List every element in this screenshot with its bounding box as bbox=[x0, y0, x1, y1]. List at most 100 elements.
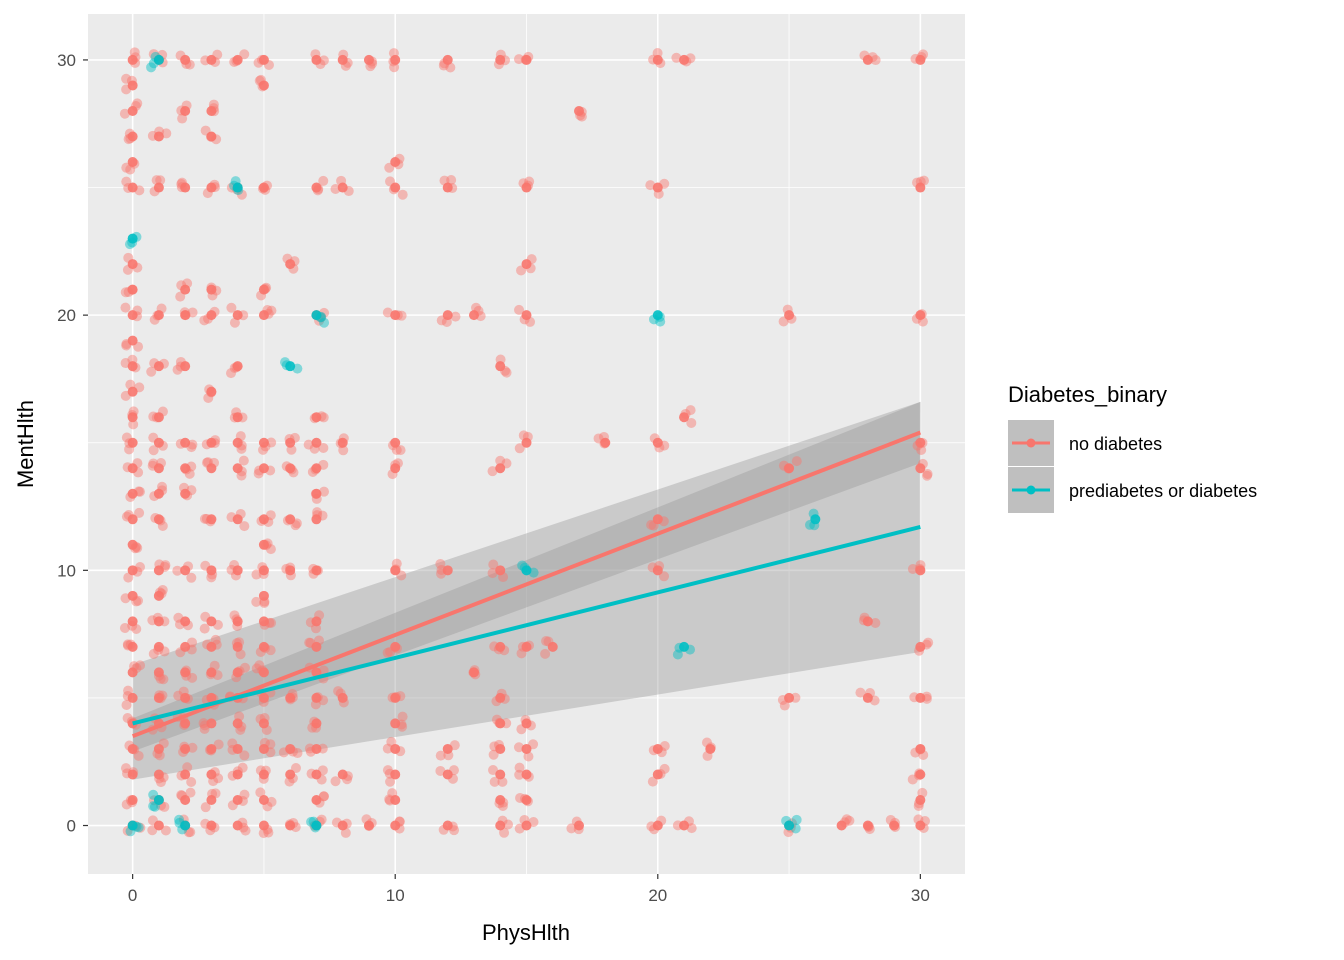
data-point bbox=[206, 463, 217, 474]
data-point bbox=[127, 794, 138, 805]
data-point bbox=[390, 310, 401, 321]
data-point bbox=[311, 743, 322, 754]
data-point bbox=[127, 157, 138, 168]
data-point bbox=[206, 572, 217, 583]
data-point bbox=[180, 820, 191, 831]
data-point bbox=[390, 641, 401, 652]
data-point bbox=[705, 743, 716, 754]
data-point bbox=[135, 822, 146, 833]
data-point bbox=[435, 558, 446, 569]
data-point bbox=[232, 54, 243, 65]
data-point bbox=[574, 105, 585, 116]
data-point bbox=[652, 514, 663, 525]
data-point bbox=[489, 776, 500, 787]
data-point bbox=[679, 820, 690, 831]
data-point bbox=[180, 361, 191, 372]
data-point bbox=[232, 820, 243, 831]
data-point bbox=[180, 565, 191, 576]
data-point bbox=[213, 739, 224, 750]
data-point bbox=[311, 820, 322, 831]
data-point bbox=[445, 62, 456, 73]
legend-label-prediabetes-or-diabetes: prediabetes or diabetes bbox=[1069, 481, 1257, 501]
data-point bbox=[160, 825, 171, 836]
data-point bbox=[199, 315, 210, 326]
data-point bbox=[146, 62, 157, 73]
data-point bbox=[318, 791, 329, 802]
y-tick-label: 20 bbox=[57, 306, 76, 325]
axis-ticks bbox=[83, 59, 921, 879]
data-point bbox=[784, 463, 795, 474]
data-point bbox=[127, 769, 138, 780]
data-point bbox=[153, 310, 164, 321]
data-point bbox=[285, 463, 296, 474]
data-point bbox=[258, 794, 269, 805]
data-point bbox=[127, 463, 138, 474]
x-tick-label: 30 bbox=[911, 886, 930, 905]
data-point bbox=[521, 820, 532, 831]
data-point bbox=[229, 317, 240, 328]
y-tick-label: 0 bbox=[67, 817, 76, 836]
data-point bbox=[232, 412, 243, 423]
data-point bbox=[915, 437, 926, 448]
data-point bbox=[338, 445, 349, 456]
data-point bbox=[127, 284, 138, 295]
data-point bbox=[125, 164, 136, 175]
data-point bbox=[312, 507, 323, 518]
x-tick-labels: 0 10 20 30 bbox=[128, 886, 930, 905]
data-point bbox=[855, 687, 866, 698]
data-point bbox=[652, 310, 663, 321]
data-point bbox=[258, 667, 269, 678]
data-point bbox=[652, 769, 663, 780]
data-point bbox=[514, 769, 525, 780]
data-point bbox=[127, 641, 138, 652]
data-point bbox=[337, 182, 348, 193]
data-point bbox=[232, 514, 243, 525]
data-point bbox=[395, 445, 406, 456]
data-point bbox=[390, 437, 401, 448]
data-point bbox=[206, 616, 217, 627]
data-point bbox=[226, 368, 237, 379]
data-point bbox=[521, 743, 532, 754]
data-point bbox=[259, 598, 270, 609]
data-point bbox=[186, 572, 197, 583]
data-point bbox=[180, 488, 191, 499]
data-point bbox=[180, 105, 191, 116]
data-point bbox=[679, 412, 690, 423]
trend-lines bbox=[131, 430, 922, 739]
data-point bbox=[337, 437, 348, 448]
data-point bbox=[488, 559, 499, 570]
data-point bbox=[382, 765, 393, 776]
data-point bbox=[495, 361, 506, 372]
data-point bbox=[686, 823, 697, 834]
x-tick-label: 20 bbox=[648, 886, 667, 905]
data-point bbox=[889, 820, 900, 831]
data-point bbox=[258, 284, 269, 295]
data-point bbox=[180, 182, 191, 193]
data-point bbox=[206, 641, 217, 652]
data-point bbox=[232, 743, 243, 754]
data-point bbox=[311, 692, 322, 703]
data-point bbox=[923, 637, 934, 648]
data-point bbox=[646, 519, 657, 530]
data-point bbox=[123, 685, 134, 696]
data-point bbox=[180, 667, 191, 678]
data-point bbox=[198, 718, 209, 729]
data-point bbox=[127, 80, 138, 91]
data-point bbox=[501, 367, 512, 378]
data-point bbox=[239, 49, 250, 60]
data-point bbox=[330, 776, 341, 787]
data-point bbox=[319, 486, 330, 497]
data-point bbox=[521, 310, 532, 321]
data-point bbox=[206, 131, 217, 142]
data-point bbox=[206, 692, 217, 703]
data-point bbox=[285, 565, 296, 576]
data-point bbox=[153, 820, 164, 831]
data-point bbox=[915, 641, 926, 652]
data-point bbox=[915, 820, 926, 831]
data-point bbox=[153, 565, 164, 576]
data-point bbox=[523, 751, 534, 762]
data-point bbox=[390, 820, 401, 831]
data-point bbox=[258, 820, 269, 831]
data-point bbox=[390, 157, 401, 168]
data-point bbox=[131, 624, 142, 635]
